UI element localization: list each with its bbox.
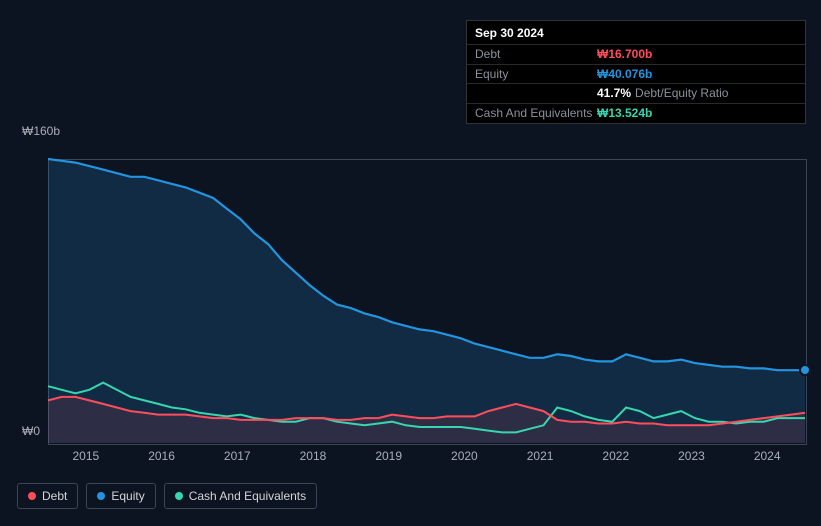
legend-swatch <box>97 492 105 500</box>
tooltip-label: Cash And Equivalents <box>475 105 597 122</box>
legend-item[interactable]: Equity <box>86 483 155 509</box>
tooltip-value: ₩13.524b <box>597 105 652 122</box>
tooltip-date: Sep 30 2024 <box>467 21 805 44</box>
chart-legend: Debt Equity Cash And Equivalents <box>17 483 317 509</box>
x-tick-label: 2020 <box>427 449 503 463</box>
tooltip-label: Debt <box>475 46 597 63</box>
x-tick-label: 2023 <box>654 449 730 463</box>
tooltip-label <box>475 85 597 102</box>
chart-tooltip: Sep 30 2024 Debt ₩16.700b Equity ₩40.076… <box>466 20 806 124</box>
legend-item[interactable]: Cash And Equivalents <box>164 483 317 509</box>
legend-label: Cash And Equivalents <box>189 489 306 503</box>
legend-swatch <box>175 492 183 500</box>
x-tick-label: 2021 <box>502 449 578 463</box>
tooltip-value: 41.7%Debt/Equity Ratio <box>597 85 728 102</box>
x-tick-label: 2019 <box>351 449 427 463</box>
x-axis-labels: 2015201620172018201920202021202220232024 <box>48 449 805 463</box>
tooltip-value: ₩16.700b <box>597 46 652 63</box>
x-tick-label: 2018 <box>275 449 351 463</box>
x-tick-label: 2022 <box>578 449 654 463</box>
tooltip-label: Equity <box>475 66 597 83</box>
tooltip-row-ratio: 41.7%Debt/Equity Ratio <box>467 83 805 103</box>
legend-swatch <box>28 492 36 500</box>
x-tick-label: 2017 <box>199 449 275 463</box>
x-tick-label: 2015 <box>48 449 124 463</box>
tooltip-value: ₩40.076b <box>597 66 652 83</box>
legend-item[interactable]: Debt <box>17 483 78 509</box>
x-tick-label: 2016 <box>124 449 200 463</box>
equity-end-marker <box>799 364 811 376</box>
legend-label: Debt <box>42 489 67 503</box>
x-tick-label: 2024 <box>729 449 805 463</box>
legend-label: Equity <box>111 489 144 503</box>
tooltip-row-cash: Cash And Equivalents ₩13.524b <box>467 103 805 123</box>
tooltip-row-equity: Equity ₩40.076b <box>467 64 805 84</box>
tooltip-row-debt: Debt ₩16.700b <box>467 44 805 64</box>
